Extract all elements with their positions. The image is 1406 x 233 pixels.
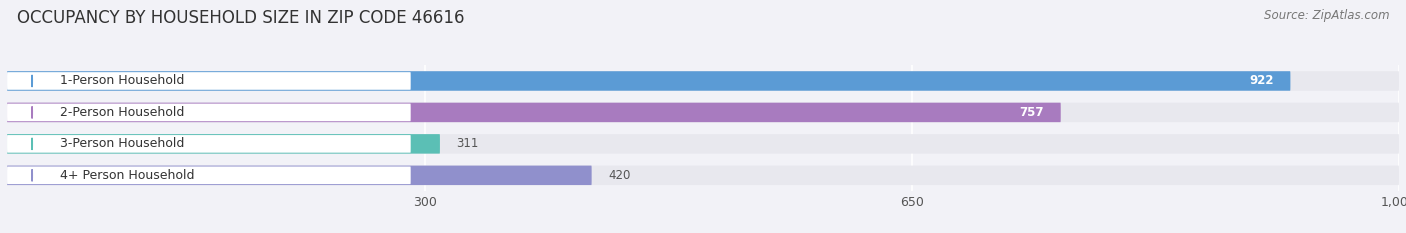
Text: 2-Person Household: 2-Person Household: [60, 106, 184, 119]
Text: 1-Person Household: 1-Person Household: [60, 75, 184, 87]
FancyBboxPatch shape: [7, 166, 592, 185]
FancyBboxPatch shape: [7, 103, 1060, 122]
Text: 757: 757: [1019, 106, 1045, 119]
FancyBboxPatch shape: [7, 134, 1399, 154]
FancyBboxPatch shape: [7, 103, 1399, 122]
Text: Source: ZipAtlas.com: Source: ZipAtlas.com: [1264, 9, 1389, 22]
FancyBboxPatch shape: [7, 167, 411, 184]
FancyBboxPatch shape: [7, 71, 1291, 91]
FancyBboxPatch shape: [7, 71, 1399, 91]
FancyBboxPatch shape: [7, 72, 411, 90]
Text: 3-Person Household: 3-Person Household: [60, 137, 184, 150]
Text: 420: 420: [609, 169, 631, 182]
Text: OCCUPANCY BY HOUSEHOLD SIZE IN ZIP CODE 46616: OCCUPANCY BY HOUSEHOLD SIZE IN ZIP CODE …: [17, 9, 464, 27]
FancyBboxPatch shape: [7, 135, 411, 153]
Text: 311: 311: [457, 137, 479, 150]
Text: 4+ Person Household: 4+ Person Household: [60, 169, 194, 182]
FancyBboxPatch shape: [7, 166, 1399, 185]
FancyBboxPatch shape: [7, 134, 440, 154]
Text: 922: 922: [1249, 75, 1274, 87]
FancyBboxPatch shape: [7, 104, 411, 121]
